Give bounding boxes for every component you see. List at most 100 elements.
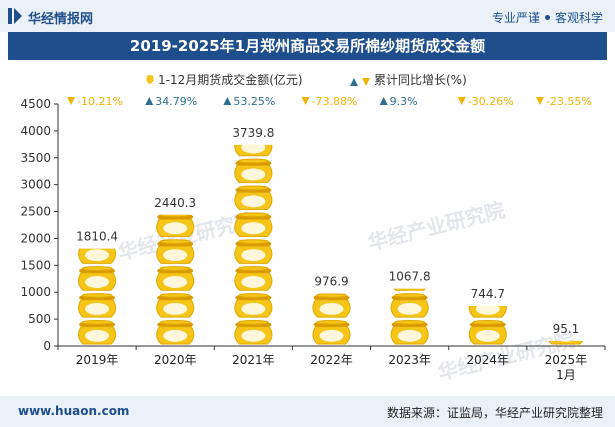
x-tick-label: 2022年	[310, 353, 353, 367]
up-triangle-icon	[145, 97, 154, 105]
pot-highlight	[397, 329, 422, 342]
pot-icon	[390, 293, 429, 318]
growth-label-2: 53.25%	[223, 95, 275, 108]
data-label: 3739.8	[232, 126, 274, 140]
legend: 1-12月期货成交金额(亿元) 累计同比增长(%)	[146, 72, 467, 87]
pot-coins	[237, 239, 269, 245]
data-label: 1810.4	[76, 230, 118, 244]
growth-value: -73.88%	[312, 95, 358, 108]
y-tick-label: 4000	[20, 124, 51, 138]
pot-icon	[234, 239, 273, 264]
pot-coins	[159, 239, 191, 245]
pot-icon	[234, 293, 273, 318]
pot-icon	[234, 319, 273, 345]
growth-label-5: -30.26%	[457, 95, 514, 108]
footer-url[interactable]: www.huaon.com	[18, 404, 130, 418]
pot-coins	[394, 293, 426, 298]
pot-coins	[159, 214, 191, 218]
pot-icon	[234, 158, 273, 184]
growth-label-0: -10.21%	[67, 95, 123, 108]
pot-highlight	[85, 249, 110, 262]
pot-highlight	[241, 144, 266, 154]
bar-chart: 华经产业研究院华经产业研究院华经产业研究院1-12月期货成交金额(亿元)累计同比…	[20, 72, 606, 385]
pot-icon	[78, 266, 117, 291]
pot-body	[393, 288, 426, 291]
pot-coins	[316, 293, 347, 298]
pot-body	[548, 340, 584, 345]
y-tick-label: 2000	[20, 231, 51, 245]
down-triangle-icon	[457, 97, 466, 105]
growth-label-3: -73.88%	[301, 95, 358, 108]
x-tick-label: 2021年	[232, 353, 275, 367]
pot-coins	[237, 158, 269, 164]
pot-coins	[81, 319, 113, 325]
footer-source: 数据来源：证监局，华经产业研究院整理	[386, 406, 603, 420]
pot-icon	[156, 293, 195, 318]
pot-icon	[234, 266, 273, 291]
y-tick-label: 3500	[20, 151, 51, 165]
pot-coins	[316, 319, 347, 325]
x-tick-label: 2025年	[545, 353, 588, 367]
pot-highlight	[475, 329, 500, 342]
data-label: 744.7	[471, 287, 505, 301]
pot-icon	[78, 319, 117, 345]
x-tick-label: 2024年	[467, 353, 510, 367]
pot-highlight	[85, 302, 110, 315]
pot-icon	[312, 293, 351, 318]
growth-value: -30.26%	[468, 95, 514, 108]
pot-highlight	[319, 329, 344, 342]
pot-icon	[78, 293, 117, 318]
pot-coins	[159, 319, 191, 325]
y-tick-label: 1000	[20, 285, 51, 299]
pot-coins	[237, 185, 269, 191]
pot-icon	[156, 319, 195, 345]
pot-coins	[81, 293, 113, 298]
bar-1	[156, 214, 195, 345]
bar-2	[234, 144, 273, 345]
down-triangle-icon	[67, 97, 76, 105]
pot-highlight	[319, 302, 344, 315]
y-tick-label: 500	[28, 312, 51, 326]
legend-series-1-label: 1-12月期货成交金额(亿元)	[158, 72, 303, 87]
watermark-text: 华经产业研究院	[365, 198, 507, 255]
pot-icon	[390, 319, 429, 345]
pot-icon	[234, 144, 273, 157]
legend-down-triangle-icon	[362, 78, 370, 86]
pot-highlight	[85, 276, 110, 288]
x-tick-label: 2023年	[388, 353, 431, 367]
growth-label-1: 34.79%	[145, 95, 197, 108]
pot-icon	[156, 266, 195, 291]
bar-4	[390, 288, 429, 345]
growth-value: 34.79%	[155, 95, 197, 108]
pot-coins	[237, 212, 269, 218]
logo-text: 华经情报网	[28, 12, 94, 27]
growth-value: -23.55%	[546, 95, 592, 108]
slogan-left: 专业严谨	[491, 11, 540, 25]
bar-3	[312, 293, 351, 345]
pot-highlight	[241, 276, 266, 288]
pot-coins	[81, 266, 113, 271]
data-label: 1067.8	[389, 270, 431, 284]
pot-icon	[468, 319, 507, 345]
pot-highlight	[163, 276, 188, 288]
pot-highlight	[241, 302, 266, 315]
top-banner: 华经情报网 专业严谨 客观科学	[0, 0, 615, 32]
x-tick-label: 2020年	[154, 353, 197, 367]
data-label: 95.1	[553, 322, 580, 336]
pot-icon	[234, 212, 273, 237]
pot-highlight	[241, 249, 266, 262]
down-triangle-icon	[301, 97, 310, 105]
pot-icon	[156, 239, 195, 264]
x-tick-label: 1月	[556, 368, 576, 382]
footer-bar: www.huaon.com 数据来源：证监局，华经产业研究院整理	[0, 396, 615, 427]
pot-icon	[78, 248, 117, 264]
pot-highlight	[241, 195, 266, 208]
pot-icon	[312, 319, 351, 345]
pot-highlight	[241, 168, 266, 181]
pot-icon	[468, 305, 507, 318]
growth-value: 53.25%	[233, 95, 275, 108]
bar-5	[468, 305, 507, 345]
y-tick-label: 3000	[20, 178, 51, 192]
pot-highlight	[85, 329, 110, 342]
pot-highlight	[241, 222, 266, 235]
